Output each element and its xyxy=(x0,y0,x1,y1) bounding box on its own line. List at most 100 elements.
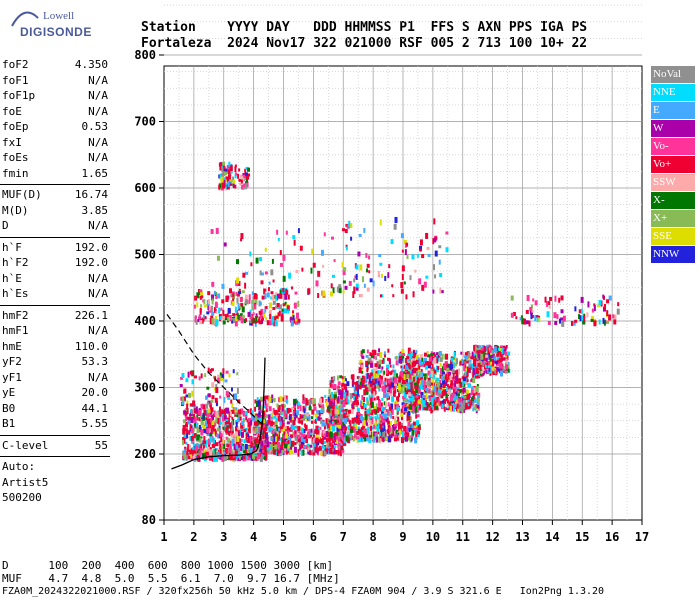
echo-point xyxy=(259,257,263,262)
echo-point xyxy=(274,320,278,327)
echo-point xyxy=(206,433,210,437)
echo-point xyxy=(459,360,462,365)
echo-point xyxy=(275,435,278,442)
echo-point xyxy=(466,390,470,396)
echo-point xyxy=(228,314,232,321)
echo-point xyxy=(272,407,275,414)
echo-point xyxy=(297,450,300,457)
echo-point xyxy=(312,447,315,453)
echo-point xyxy=(492,350,495,355)
echo-point xyxy=(365,421,368,426)
echo-point xyxy=(333,450,336,455)
echo-point xyxy=(196,427,200,434)
echo-point xyxy=(384,409,387,414)
echo-point xyxy=(339,398,342,404)
echo-point xyxy=(603,319,606,326)
echo-point xyxy=(431,363,434,370)
echo-point xyxy=(244,453,247,457)
echo-point xyxy=(221,182,225,189)
echo-point xyxy=(341,382,345,387)
echo-point xyxy=(355,436,359,440)
echo-point xyxy=(258,300,261,307)
echo-point xyxy=(394,434,398,438)
echo-point xyxy=(183,454,187,460)
echo-point xyxy=(328,422,331,426)
echo-point xyxy=(191,447,195,451)
echo-point xyxy=(227,180,230,187)
echo-point xyxy=(224,379,228,383)
echo-point xyxy=(298,417,302,424)
echo-point xyxy=(390,403,394,408)
echo-point xyxy=(181,439,184,445)
echo-point xyxy=(425,406,429,411)
echo-point xyxy=(236,313,239,320)
echo-point xyxy=(345,389,348,393)
echo-point xyxy=(408,414,411,418)
echo-point xyxy=(400,233,404,239)
echo-point xyxy=(255,400,258,407)
echo-point xyxy=(281,404,285,409)
echo-point xyxy=(436,357,439,364)
echo-point xyxy=(268,281,271,285)
echo-point xyxy=(493,346,497,353)
echo-point xyxy=(244,427,248,431)
echo-point xyxy=(354,390,358,394)
param-label: hmF1 xyxy=(2,324,29,337)
echo-point xyxy=(189,448,193,455)
echo-point xyxy=(383,370,386,375)
echo-point xyxy=(392,391,396,398)
echo-point xyxy=(339,421,342,426)
echo-point xyxy=(359,359,363,364)
echo-point xyxy=(219,443,222,448)
echo-point xyxy=(371,369,375,374)
echo-point xyxy=(279,250,282,256)
echo-point xyxy=(458,378,462,384)
echo-point xyxy=(462,377,466,382)
echo-point xyxy=(268,426,272,433)
echo-point xyxy=(269,443,273,450)
echo-point xyxy=(198,409,202,415)
echo-point xyxy=(232,418,235,425)
echo-point xyxy=(357,429,361,433)
param-row: yF2 53.3 xyxy=(0,355,112,371)
echo-point xyxy=(241,421,245,426)
echo-point xyxy=(489,368,493,374)
echo-point xyxy=(238,409,242,415)
echo-point xyxy=(228,161,231,167)
echo-point xyxy=(442,400,445,406)
echo-point xyxy=(221,167,224,173)
echo-point xyxy=(203,428,207,434)
echo-point xyxy=(282,275,286,282)
echo-point xyxy=(338,436,341,442)
echo-point xyxy=(488,367,491,372)
echo-point xyxy=(412,353,416,358)
echo-point xyxy=(240,318,244,324)
echo-point xyxy=(209,404,212,410)
echo-point xyxy=(512,311,516,316)
echo-point xyxy=(287,436,291,441)
echo-point xyxy=(430,382,434,386)
echo-point xyxy=(408,374,411,379)
echo-point xyxy=(318,427,321,434)
echo-point xyxy=(403,425,407,429)
echo-point xyxy=(273,435,276,442)
y-tick-label: 700 xyxy=(134,115,156,129)
echo-point xyxy=(219,433,223,437)
echo-point xyxy=(236,297,239,304)
echo-point xyxy=(403,281,406,285)
echo-point xyxy=(423,385,426,391)
echo-point xyxy=(330,415,333,422)
echo-point xyxy=(207,400,211,404)
echo-point xyxy=(406,356,410,360)
echo-point xyxy=(389,364,392,368)
echo-point xyxy=(463,399,467,404)
echo-point xyxy=(459,401,463,408)
echo-point xyxy=(503,345,506,349)
echo-point xyxy=(220,438,224,445)
echo-point xyxy=(461,362,465,366)
echo-point xyxy=(337,442,341,447)
param-label: h`E xyxy=(2,271,22,285)
echo-point xyxy=(213,428,217,432)
echo-point xyxy=(194,316,197,323)
param-row: foF1 N/A xyxy=(0,74,112,90)
